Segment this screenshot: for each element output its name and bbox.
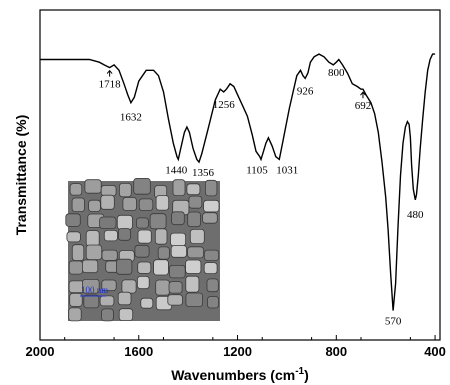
- sem-grain: [203, 262, 218, 275]
- sem-inset-image: 100 nm: [65, 177, 220, 322]
- peak-label-800: 800: [328, 67, 345, 79]
- sem-grain: [116, 214, 133, 230]
- sem-grain: [168, 281, 183, 294]
- sem-grain: [99, 295, 115, 307]
- sem-grain: [186, 183, 201, 196]
- peak-label-926: 926: [297, 85, 314, 97]
- sem-grain: [171, 211, 185, 226]
- sem-grain: [82, 259, 99, 274]
- sem-grain: [149, 213, 167, 230]
- peak-label-1105: 1105: [246, 164, 268, 176]
- sem-grain: [122, 197, 137, 211]
- sem-grain: [206, 278, 219, 293]
- sem-grain: [68, 260, 83, 275]
- x-tick-label-1600: 1600: [124, 344, 153, 359]
- sem-grain: [155, 195, 170, 211]
- peak-label-1718: 1718: [99, 79, 122, 91]
- x-tick-label-400: 400: [424, 344, 446, 359]
- x-axis-label-base: Wavenumbers (cm: [171, 367, 295, 383]
- sem-grain: [88, 199, 101, 212]
- sem-grain: [137, 261, 152, 274]
- sem-grain: [101, 279, 117, 292]
- sem-grain: [203, 249, 220, 262]
- peak-arrow-1718: [106, 69, 113, 77]
- peak-label-1356: 1356: [192, 167, 215, 179]
- sem-grain: [85, 230, 100, 247]
- sem-grain: [121, 279, 137, 294]
- sem-grain: [137, 229, 152, 244]
- sem-grain: [136, 275, 150, 290]
- sem-grain: [170, 245, 187, 258]
- sem-grain: [154, 228, 168, 245]
- sem-grain: [187, 211, 201, 228]
- sem-grain: [116, 258, 133, 275]
- sem-grain: [68, 307, 82, 322]
- sem-grain: [203, 199, 220, 213]
- peak-label-1632: 1632: [120, 112, 142, 124]
- sem-grain: [172, 179, 186, 196]
- sem-grain: [170, 232, 187, 247]
- sem-grain: [167, 294, 183, 306]
- sem-grain: [185, 259, 202, 274]
- sem-grain: [117, 291, 132, 306]
- sem-grain: [100, 185, 117, 197]
- sem-grain: [202, 212, 218, 224]
- sem-grain: [187, 246, 205, 259]
- sem-grain: [100, 194, 115, 210]
- sem-grain: [140, 297, 154, 309]
- sem-grain: [168, 264, 186, 279]
- peak-label-1440: 1440: [165, 164, 188, 176]
- sem-grain: [207, 296, 220, 309]
- peak-label-1031: 1031: [276, 164, 298, 176]
- sem-grain: [135, 217, 149, 229]
- sem-grain: [84, 179, 102, 194]
- scale-bar-label: 100 nm: [81, 285, 108, 295]
- plot-frame: [39, 9, 441, 341]
- sem-grain: [185, 292, 203, 308]
- sem-grain: [119, 182, 132, 198]
- x-axis-label-sup: -1: [295, 366, 304, 377]
- peak-label-480: 480: [407, 209, 424, 221]
- peak-labels: 1718 1632 1440 1356 1256 1105 1031 926 800 692 570…: [99, 67, 424, 327]
- sem-grain: [69, 183, 83, 196]
- x-tick-label-2000: 2000: [26, 344, 55, 359]
- sem-grain: [101, 308, 114, 322]
- sem-grain: [83, 294, 100, 309]
- sem-grain: [153, 259, 169, 276]
- sem-grain: [118, 308, 134, 322]
- sem-grain: [157, 246, 170, 260]
- sem-grain: [85, 244, 103, 261]
- x-axis: 2000 1600 1200 800 400: [26, 335, 446, 359]
- x-axis-label-end: ): [304, 367, 309, 383]
- x-tick-label-1200: 1200: [223, 344, 252, 359]
- sem-grain: [101, 249, 118, 261]
- sem-grain: [82, 278, 100, 294]
- sem-grain: [65, 213, 81, 227]
- x-tick-label-800: 800: [325, 344, 347, 359]
- sem-grain: [66, 231, 81, 243]
- spectrum-line: [40, 53, 436, 311]
- sem-grain: [69, 292, 83, 307]
- sem-grain: [103, 229, 118, 242]
- sem-grain: [133, 177, 151, 195]
- sem-grain: [71, 244, 85, 261]
- sem-grain: [204, 179, 218, 197]
- sem-grain: [155, 279, 170, 296]
- y-axis-label: Transmittance (%): [13, 115, 29, 236]
- peak-arrow-692: [360, 91, 366, 99]
- sem-grain: [134, 244, 150, 258]
- sem-grain: [138, 198, 154, 211]
- x-axis-label: Wavenumbers (cm-1): [171, 366, 309, 383]
- peak-label-692: 692: [355, 100, 372, 112]
- peak-label-1256: 1256: [213, 99, 236, 111]
- sem-grain: [99, 216, 117, 230]
- sem-grain: [189, 228, 205, 244]
- sem-grain: [188, 195, 203, 209]
- sem-grain: [185, 275, 200, 293]
- sem-grain: [71, 197, 85, 213]
- peak-label-570: 570: [385, 316, 402, 328]
- sem-grain: [118, 228, 131, 241]
